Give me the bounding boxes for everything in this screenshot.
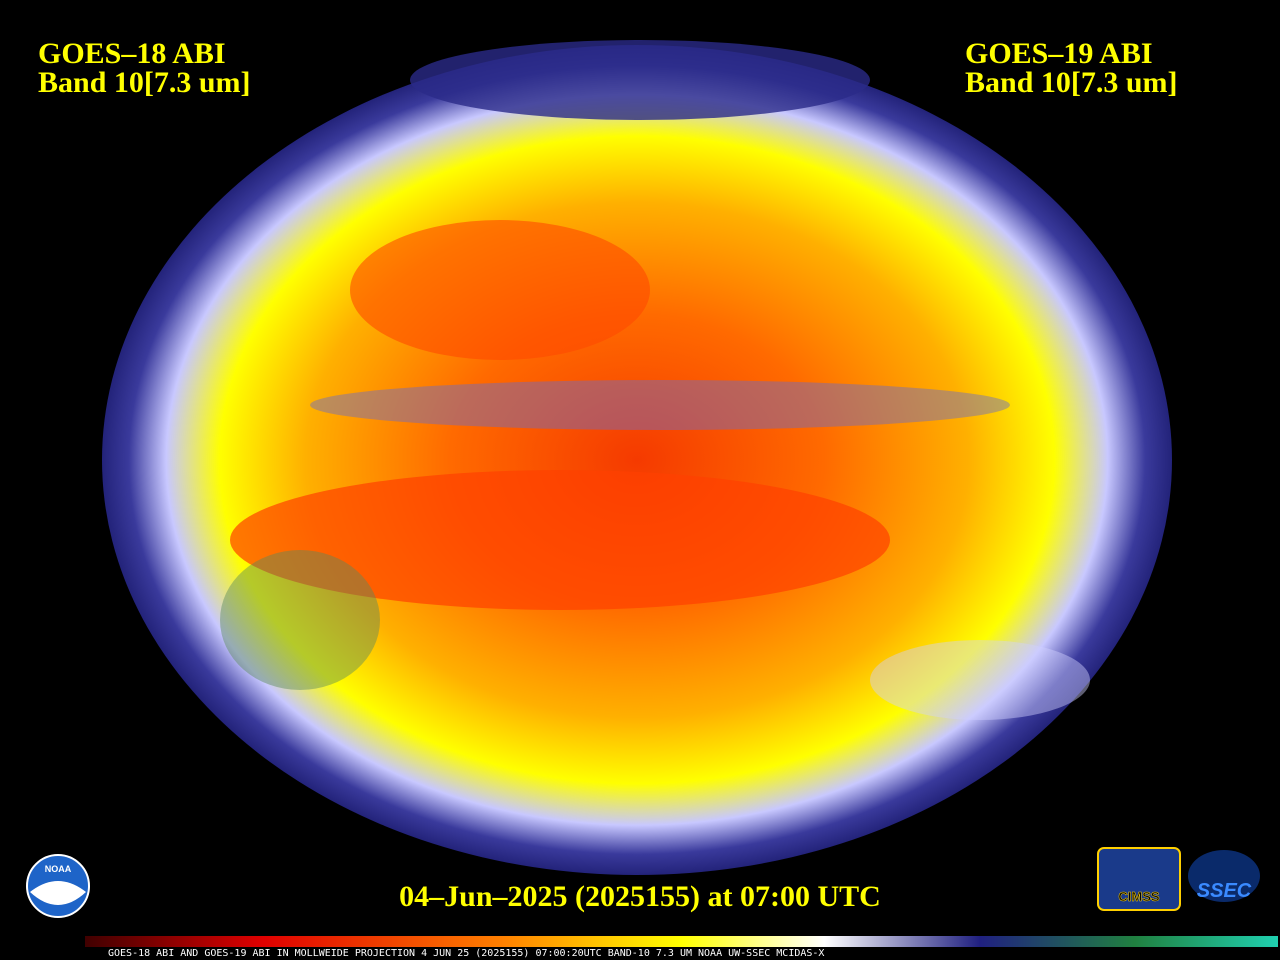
cimss-label: CIMSS	[1118, 889, 1160, 904]
right-title: GOES–19 ABI	[965, 37, 1153, 70]
colorbar	[85, 936, 1278, 947]
satellite-image	[102, 40, 1172, 875]
cimss-logo: CIMSS	[1097, 847, 1181, 911]
colorbar-caption: GOES-18 ABI AND GOES-19 ABI IN MOLLWEIDE…	[108, 948, 824, 959]
noaa-logo: NOAA	[26, 854, 90, 918]
left-band: Band 10[7.3 um]	[38, 66, 251, 99]
timestamp: 04–Jun–2025 (2025155) at 07:00 UTC	[399, 880, 881, 913]
ssec-label: SSEC	[1197, 880, 1252, 902]
noaa-label: NOAA	[45, 864, 72, 874]
left-title: GOES–18 ABI	[38, 37, 226, 70]
ssec-logo: SSEC	[1188, 850, 1260, 902]
right-band: Band 10[7.3 um]	[965, 66, 1178, 99]
